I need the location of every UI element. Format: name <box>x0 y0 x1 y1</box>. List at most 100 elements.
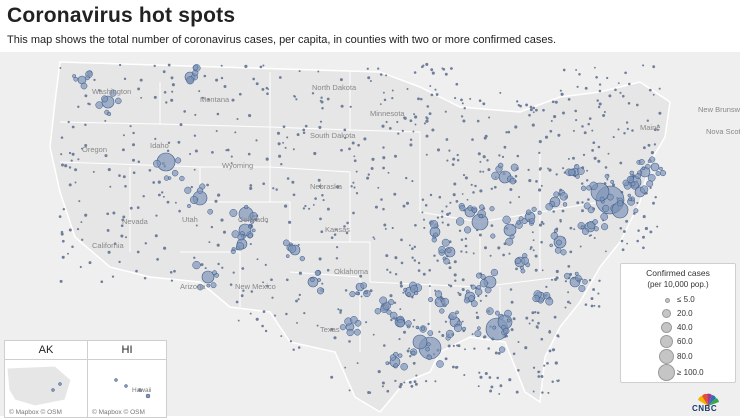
county-dot <box>653 128 657 132</box>
county-dot <box>448 266 452 270</box>
county-dot <box>598 279 601 283</box>
county-dot <box>413 259 417 262</box>
county-dot <box>587 198 590 201</box>
county-dot <box>326 207 330 211</box>
county-dot <box>165 101 168 104</box>
county-dot <box>249 312 252 315</box>
county-dot <box>61 163 64 167</box>
county-bubble <box>474 330 482 338</box>
county-bubble <box>580 225 585 230</box>
inset-alaska[interactable]: AK © Mapbox © OSM <box>4 340 88 418</box>
county-bubble <box>455 310 459 315</box>
county-dot <box>302 128 306 132</box>
county-dot <box>400 238 403 242</box>
county-bubble <box>244 204 249 210</box>
county-dot <box>580 182 584 185</box>
county-bubble <box>72 74 77 79</box>
county-dot <box>367 173 370 176</box>
county-dot <box>402 204 406 208</box>
county-dot <box>472 191 475 194</box>
county-dot <box>388 127 392 130</box>
county-bubble <box>627 193 632 198</box>
county-dot <box>412 130 415 133</box>
county-dot <box>554 277 558 282</box>
county-dot <box>230 155 233 158</box>
county-bubble <box>640 185 649 194</box>
county-bubble <box>562 202 568 207</box>
county-dot <box>409 119 413 123</box>
county-dot <box>562 167 565 170</box>
county-dot <box>471 138 474 141</box>
county-dot <box>652 65 656 69</box>
county-bubble <box>438 246 446 254</box>
county-dot <box>486 159 489 162</box>
county-dot <box>458 292 462 297</box>
county-dot <box>592 288 596 291</box>
county-dot <box>582 153 586 157</box>
map-canvas[interactable]: Washington Montana North Dakota Minnesot… <box>0 52 740 416</box>
county-bubble <box>427 330 434 336</box>
county-bubble <box>537 210 542 215</box>
county-dot <box>531 123 535 127</box>
county-bubble <box>477 326 481 331</box>
county-dot <box>409 355 412 358</box>
county-dot <box>211 151 214 154</box>
county-dot <box>602 113 606 118</box>
county-dot <box>534 268 538 272</box>
county-dot <box>93 78 96 82</box>
county-dot <box>248 114 252 118</box>
county-dot <box>529 108 533 112</box>
county-dot <box>417 269 421 272</box>
county-dot <box>360 295 363 298</box>
county-bubble <box>578 285 586 292</box>
county-dot <box>62 207 66 211</box>
county-dot <box>403 116 407 120</box>
county-dot <box>430 68 434 72</box>
county-dot <box>351 141 355 145</box>
county-dot <box>574 109 578 113</box>
county-dot <box>532 111 535 114</box>
county-dot <box>414 382 418 386</box>
inset-hawaii[interactable]: HI Hawaii © Mapbox © OSM <box>87 340 167 418</box>
county-dot <box>454 97 457 100</box>
county-dot <box>604 250 607 253</box>
county-dot <box>380 198 383 201</box>
county-dot <box>441 221 444 224</box>
county-dot <box>266 284 269 288</box>
county-dot <box>393 301 397 304</box>
county-dot <box>449 201 452 204</box>
county-dot <box>389 294 393 298</box>
county-dot <box>394 256 398 260</box>
county-dot <box>377 186 380 189</box>
county-bubble <box>448 312 457 321</box>
county-dot <box>174 201 177 204</box>
county-dot <box>462 174 466 177</box>
county-dot <box>335 245 339 249</box>
county-dot <box>548 329 551 332</box>
county-dot <box>169 271 173 274</box>
county-dot <box>562 68 566 72</box>
county-dot <box>355 192 359 195</box>
county-dot <box>434 289 437 292</box>
county-dot <box>391 226 394 230</box>
county-dot <box>464 176 468 180</box>
county-dot <box>382 91 385 94</box>
county-dot <box>295 98 298 101</box>
county-dot <box>482 170 485 173</box>
county-dot <box>399 308 402 311</box>
county-dot <box>80 221 83 224</box>
county-dot <box>76 227 80 231</box>
county-dot <box>642 64 645 67</box>
county-dot <box>414 223 417 227</box>
county-bubble <box>575 274 582 282</box>
county-dot <box>413 380 417 384</box>
county-dot <box>398 385 402 389</box>
county-bubble <box>601 223 609 231</box>
label-colorado: Colorado <box>238 215 268 224</box>
county-dot <box>152 181 156 184</box>
county-dot <box>549 129 553 133</box>
county-dot <box>173 269 176 273</box>
county-dot <box>406 87 409 91</box>
county-dot <box>403 381 406 384</box>
county-bubble <box>478 214 483 219</box>
